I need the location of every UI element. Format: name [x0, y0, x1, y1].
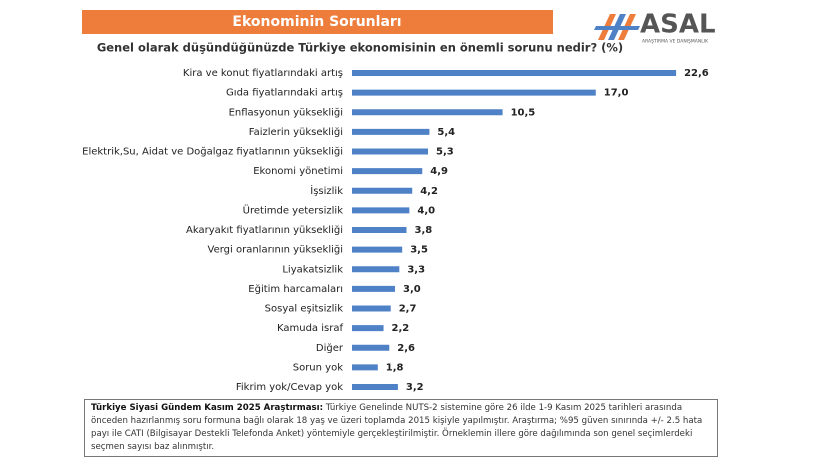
category-label: Sorun yok: [293, 362, 343, 373]
bar: [352, 148, 429, 155]
category-label: Kira ve konut fiyatlarındaki artış: [183, 68, 343, 79]
category-label: İşsizlik: [310, 184, 343, 197]
category-label: Akaryakıt fiyatlarının yüksekliği: [186, 224, 343, 236]
category-label: Enflasyonun yüksekliği: [229, 106, 343, 118]
value-label: 4,0: [417, 205, 435, 216]
category-label: Eğitim harcamaları: [248, 283, 343, 295]
bar: [352, 305, 391, 312]
category-label: Liyakatsizlik: [282, 264, 343, 275]
bar: [352, 285, 396, 292]
bar: [352, 187, 413, 194]
bar: [352, 168, 423, 175]
value-label: 22,6: [684, 68, 709, 79]
category-label: Üretimde yetersizlik: [243, 203, 344, 216]
bar: [352, 207, 410, 214]
bar: [352, 384, 398, 390]
logo: ASAL ARAŞTIRMA VE DANIŞMANLIK: [594, 10, 716, 45]
value-label: 3,2: [406, 382, 424, 393]
value-label: 3,8: [414, 225, 432, 236]
chart-title: Ekonominin Sorunları: [232, 14, 401, 30]
footnote: Türkiye Siyasi Gündem Kasım 2025 Araştır…: [84, 399, 718, 457]
value-label: 4,2: [420, 186, 438, 197]
chart-subtitle: Genel olarak düşündüğünüzde Türkiye ekon…: [97, 41, 623, 55]
bar: [352, 109, 503, 116]
category-label: Fikrim yok/Cevap yok: [236, 382, 343, 393]
category-label: Vergi oranlarının yüksekliği: [208, 244, 343, 256]
bar: [352, 325, 384, 332]
value-label: 17,0: [604, 88, 629, 99]
category-label: Elektrik,Su, Aidat ve Doğalgaz fiyatları…: [82, 146, 343, 158]
bar: [352, 227, 407, 233]
value-label: 2,7: [399, 304, 417, 315]
logo-text: ASAL: [640, 10, 716, 40]
logo-tagline: ARAŞTIRMA VE DANIŞMANLIK: [642, 39, 709, 45]
category-label: Sosyal eşitsizlik: [265, 304, 344, 315]
bar: [352, 266, 400, 273]
value-label: 3,5: [410, 245, 428, 256]
category-label: Kamuda israf: [277, 323, 343, 334]
value-label: 4,9: [430, 166, 448, 177]
category-label: Ekonomi yönetimi: [253, 166, 343, 177]
value-label: 5,3: [436, 147, 454, 158]
category-label: Diğer: [316, 342, 344, 354]
footnote-text: Türkiye Genelinde NUTS-2 sistemine göre …: [91, 403, 703, 452]
bar: [352, 344, 390, 351]
value-label: 2,6: [397, 343, 415, 354]
category-label: Gıda fiyatlarındaki artış: [226, 88, 343, 99]
bar: [352, 246, 403, 253]
value-label: 3,0: [403, 284, 421, 295]
value-label: 2,2: [392, 323, 410, 334]
bar: [352, 70, 677, 76]
category-label: Faizlerin yüksekliği: [249, 126, 343, 138]
bar: [352, 364, 378, 371]
value-label: 3,3: [407, 264, 425, 275]
footnote-lead: Türkiye Siyasi Gündem Kasım 2025 Araştır…: [91, 403, 324, 413]
bar: [352, 89, 596, 96]
value-label: 10,5: [511, 107, 536, 118]
value-label: 1,8: [386, 362, 404, 373]
bar: [352, 128, 430, 135]
title-banner: [82, 10, 553, 34]
value-label: 5,4: [437, 127, 455, 138]
